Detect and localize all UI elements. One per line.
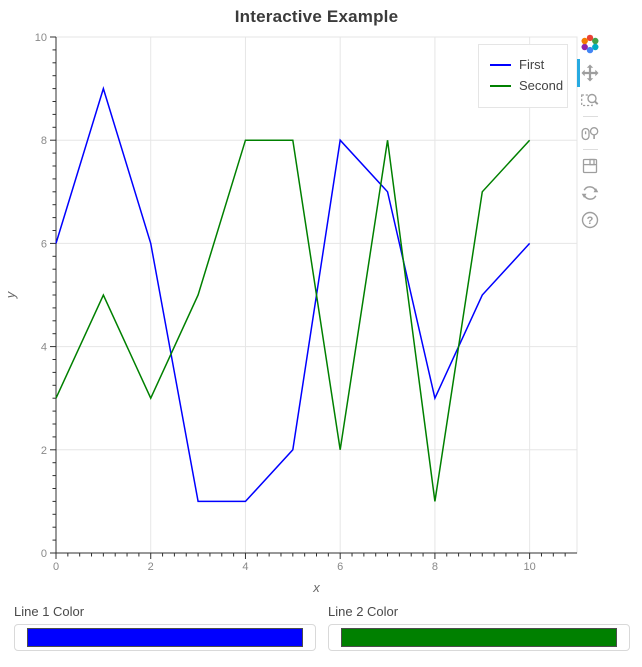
line1-color-picker[interactable]: [14, 624, 316, 651]
series-line-second: [55, 139, 531, 502]
legend-label: First: [519, 57, 545, 72]
legend: First Second: [478, 44, 568, 108]
bokeh-logo-icon[interactable]: [579, 33, 601, 55]
toolbar-separator: [582, 116, 598, 117]
x-tick-label: 4: [242, 561, 248, 573]
reset-tool-button[interactable]: [581, 184, 599, 202]
help-icon: ?: [581, 211, 599, 229]
pan-icon: [581, 64, 599, 82]
pan-tool-button[interactable]: [577, 59, 599, 87]
help-tool-button[interactable]: ?: [581, 211, 599, 229]
y-axis-label: y: [3, 290, 18, 299]
box-zoom-tool-button[interactable]: [581, 91, 599, 109]
y-tick-label: 10: [35, 32, 47, 44]
x-tick-label: 10: [524, 561, 536, 573]
wheel-zoom-tool-button[interactable]: [581, 124, 599, 142]
x-tick-label: 0: [53, 561, 59, 573]
save-tool-button[interactable]: [581, 157, 599, 175]
plot-canvas[interactable]: 0 2 4 6 8 10 0 2 4 6 8 10 x y: [0, 0, 642, 600]
series-line-first: [55, 86, 531, 503]
widget-row: Line 1 Color Line 2 Color: [0, 600, 642, 667]
svg-text:?: ?: [587, 215, 594, 227]
line1-color-swatch: [27, 628, 303, 647]
line1-color-widget: Line 1 Color: [14, 604, 316, 651]
legend-line-swatch: [490, 84, 511, 87]
line2-color-swatch: [341, 628, 617, 647]
plot-title: Interactive Example: [234, 7, 399, 26]
y-tick-label: 2: [41, 445, 47, 457]
line2-color-label: Line 2 Color: [328, 604, 399, 619]
legend-label: Second: [519, 78, 564, 93]
legend-line-swatch: [490, 63, 511, 66]
x-tick-label: 8: [432, 561, 438, 573]
x-axis-label: x: [312, 580, 320, 595]
y-tick-label: 6: [41, 238, 47, 250]
legend-item: First: [490, 54, 567, 75]
wheel-zoom-icon: [581, 127, 599, 141]
x-tick-label: 2: [148, 561, 154, 573]
toolbar: ?: [577, 33, 603, 229]
box-zoom-icon: [581, 93, 599, 107]
legend-item: Second: [490, 75, 567, 96]
line2-color-widget: Line 2 Color: [328, 604, 630, 651]
line1-color-label: Line 1 Color: [14, 604, 85, 619]
y-tick-label: 4: [41, 342, 47, 354]
y-tick-label: 0: [41, 548, 47, 560]
reset-icon: [581, 186, 599, 200]
toolbar-separator: [582, 149, 598, 150]
save-icon: [582, 158, 598, 174]
y-tick-label: 8: [41, 135, 47, 147]
line2-color-picker[interactable]: [328, 624, 630, 651]
x-tick-label: 6: [337, 561, 343, 573]
